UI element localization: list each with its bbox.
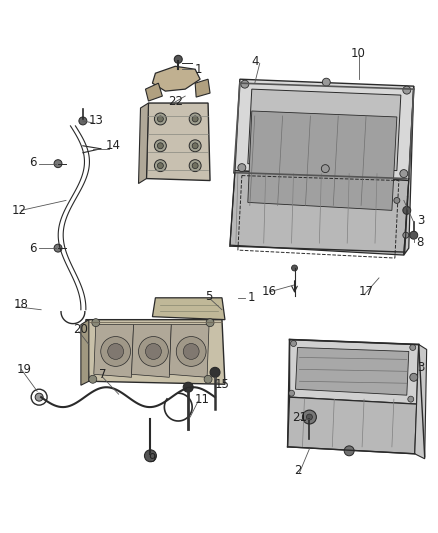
Circle shape — [145, 450, 156, 462]
Text: 3: 3 — [417, 361, 424, 374]
Polygon shape — [131, 325, 171, 377]
Circle shape — [79, 117, 87, 125]
Circle shape — [206, 319, 214, 327]
Circle shape — [403, 86, 411, 94]
Circle shape — [307, 414, 312, 420]
Circle shape — [394, 197, 400, 204]
Circle shape — [183, 382, 193, 392]
Polygon shape — [290, 340, 419, 404]
Text: 22: 22 — [168, 94, 184, 108]
Circle shape — [138, 336, 168, 366]
Circle shape — [241, 80, 249, 88]
Polygon shape — [86, 320, 225, 384]
Circle shape — [157, 163, 163, 168]
Circle shape — [210, 367, 220, 377]
Circle shape — [322, 78, 330, 86]
Polygon shape — [248, 89, 401, 171]
Text: 15: 15 — [215, 378, 230, 391]
Text: 12: 12 — [11, 204, 26, 217]
Text: 11: 11 — [195, 393, 210, 406]
Circle shape — [157, 116, 163, 122]
Circle shape — [54, 160, 62, 168]
Circle shape — [89, 375, 97, 383]
Text: 1: 1 — [195, 63, 203, 76]
Circle shape — [204, 375, 212, 383]
Polygon shape — [94, 325, 134, 377]
Circle shape — [157, 143, 163, 149]
Circle shape — [400, 169, 408, 177]
Text: 3: 3 — [417, 214, 424, 227]
Polygon shape — [235, 79, 414, 181]
Circle shape — [35, 393, 43, 401]
Polygon shape — [152, 298, 225, 320]
Circle shape — [292, 265, 297, 271]
Text: 6: 6 — [28, 156, 36, 169]
Circle shape — [145, 343, 161, 359]
Text: 7: 7 — [99, 368, 106, 381]
Circle shape — [155, 160, 166, 172]
Circle shape — [192, 163, 198, 168]
Text: 4: 4 — [252, 55, 259, 68]
Polygon shape — [152, 66, 200, 91]
Circle shape — [108, 343, 124, 359]
Polygon shape — [296, 348, 409, 395]
Circle shape — [192, 143, 198, 149]
Circle shape — [192, 116, 198, 122]
Text: 2: 2 — [294, 464, 302, 477]
Polygon shape — [195, 79, 210, 97]
Circle shape — [92, 319, 100, 327]
Circle shape — [54, 244, 62, 252]
Text: 10: 10 — [351, 47, 366, 60]
Circle shape — [290, 341, 297, 346]
Polygon shape — [288, 397, 417, 454]
Circle shape — [321, 165, 329, 173]
Circle shape — [289, 390, 294, 396]
Circle shape — [410, 231, 418, 239]
Text: 21: 21 — [293, 410, 307, 424]
Circle shape — [403, 232, 409, 238]
Text: 1: 1 — [248, 292, 255, 304]
Circle shape — [238, 164, 246, 172]
Polygon shape — [404, 86, 414, 255]
Circle shape — [155, 140, 166, 152]
Polygon shape — [145, 83, 162, 101]
Text: 19: 19 — [16, 363, 31, 376]
Circle shape — [410, 344, 416, 351]
Polygon shape — [146, 103, 210, 181]
Text: 18: 18 — [13, 298, 28, 311]
Polygon shape — [230, 171, 409, 255]
Text: 17: 17 — [359, 285, 374, 298]
Text: 14: 14 — [106, 139, 121, 152]
Text: 5: 5 — [205, 290, 212, 303]
Circle shape — [403, 206, 411, 214]
Polygon shape — [81, 320, 89, 385]
Text: 13: 13 — [89, 115, 104, 127]
Circle shape — [101, 336, 131, 366]
Polygon shape — [248, 111, 397, 211]
Polygon shape — [170, 325, 209, 377]
Text: 20: 20 — [73, 323, 88, 336]
Circle shape — [344, 446, 354, 456]
Circle shape — [155, 113, 166, 125]
Circle shape — [189, 113, 201, 125]
Text: 8: 8 — [417, 236, 424, 249]
Text: 6: 6 — [28, 241, 36, 255]
Polygon shape — [415, 344, 427, 459]
Circle shape — [408, 396, 414, 402]
Circle shape — [303, 410, 316, 424]
Circle shape — [189, 140, 201, 152]
Circle shape — [410, 373, 418, 381]
Text: 16: 16 — [262, 285, 277, 298]
Text: 9: 9 — [148, 453, 156, 465]
Polygon shape — [138, 103, 148, 183]
Circle shape — [176, 336, 206, 366]
Circle shape — [189, 160, 201, 172]
Circle shape — [183, 343, 199, 359]
Circle shape — [174, 55, 182, 63]
